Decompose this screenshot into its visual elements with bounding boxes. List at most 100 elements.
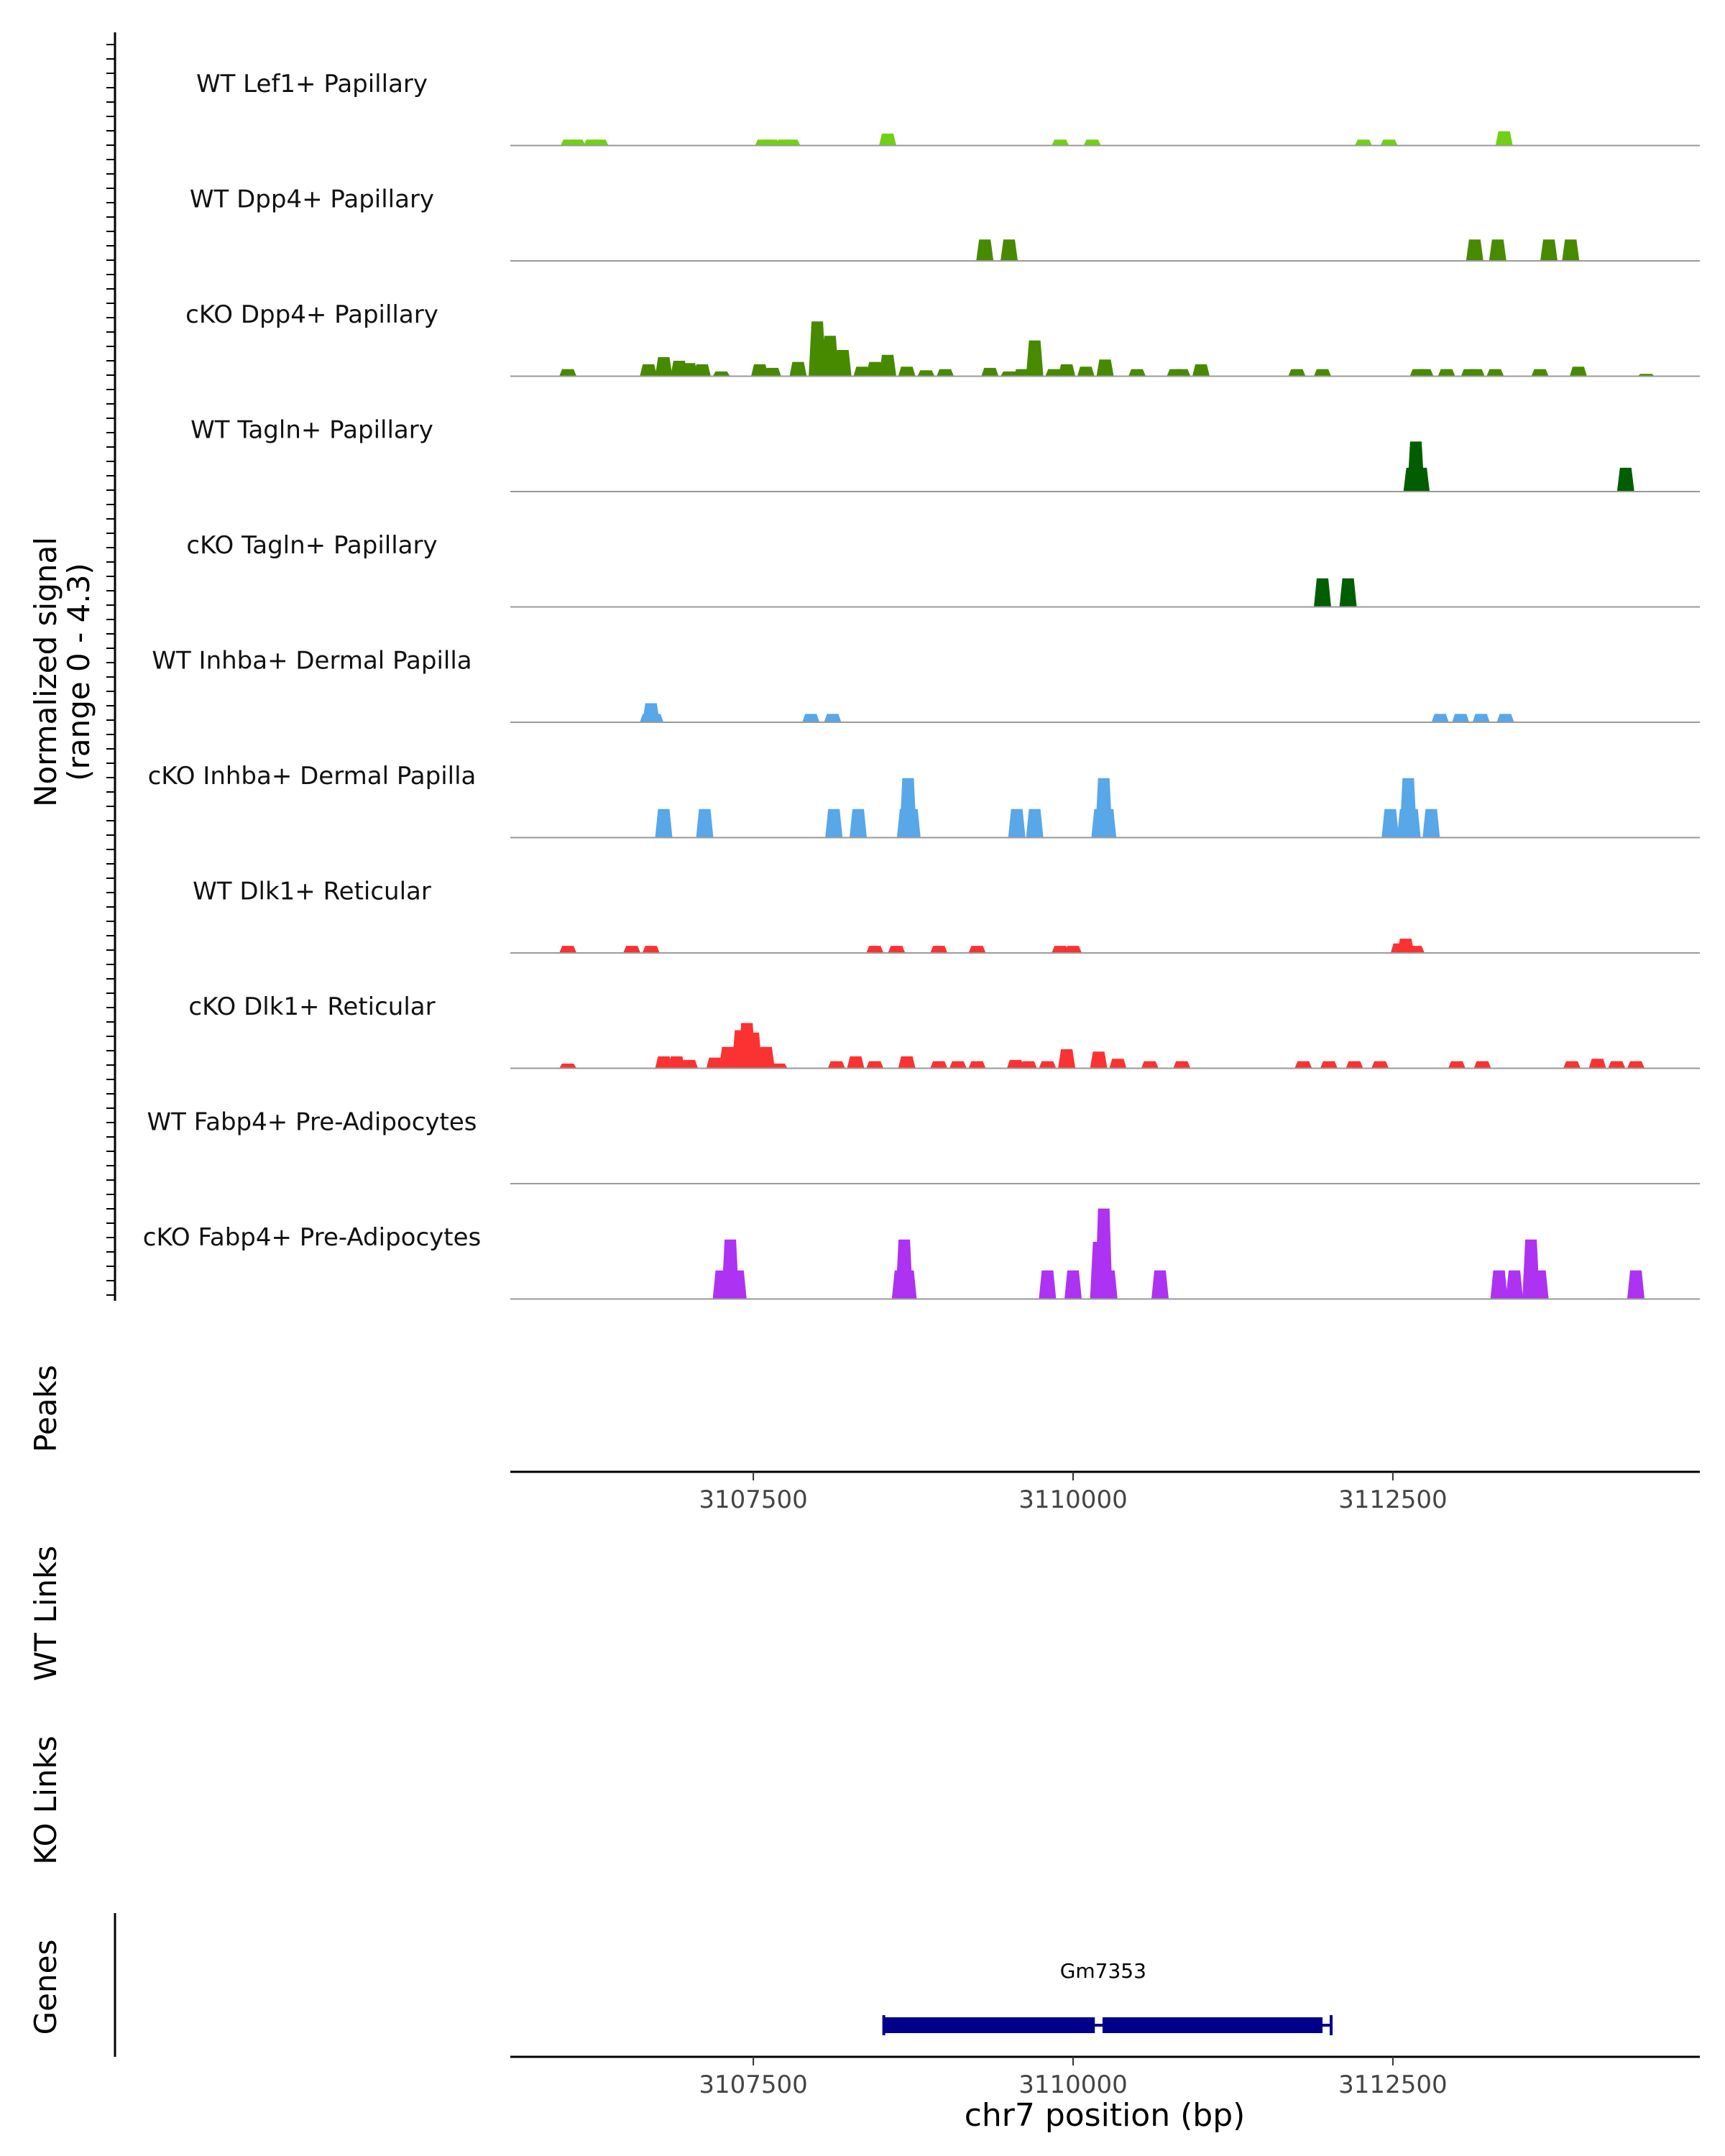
coverage-peak — [1008, 808, 1026, 838]
track-label: WT Dpp4+ Papillary — [190, 185, 434, 214]
x-tick-label: 3107500 — [699, 2070, 807, 2099]
coverage-peak — [809, 321, 827, 377]
coverage-peak — [763, 367, 781, 377]
coverage-peak — [1371, 1061, 1389, 1069]
coverage-peak — [757, 1046, 775, 1069]
coverage-peak — [1616, 467, 1634, 492]
track-label: WT Dlk1+ Reticular — [193, 877, 431, 906]
coverage-peak — [1531, 369, 1549, 377]
coverage-peak — [646, 714, 664, 722]
x-tick-label: 3110000 — [1018, 1485, 1127, 1514]
coverage-peak — [1006, 1059, 1024, 1069]
x-tick-label: 3112500 — [1338, 2070, 1447, 2099]
coverage-peak — [642, 946, 660, 953]
coverage-peak — [783, 139, 801, 146]
coverage-peak — [898, 1056, 916, 1069]
track-label: cKO Inhba+ Dermal Papilla — [148, 762, 477, 791]
coverage-peak — [591, 139, 609, 146]
coverage-peak — [1314, 369, 1331, 377]
coverage-peak — [1448, 1061, 1466, 1069]
coverage-peak — [1151, 1270, 1169, 1299]
coverage-peak — [853, 367, 871, 377]
track-label: WT Inhba+ Dermal Papilla — [152, 647, 472, 676]
coverage-peak — [1422, 808, 1440, 838]
x-tick-label: 3107500 — [699, 1485, 807, 1514]
coverage-peak — [1090, 1051, 1108, 1069]
coverage-peak — [1490, 1270, 1508, 1299]
coverage-peak — [899, 1270, 917, 1299]
coverage-peak — [1173, 1061, 1191, 1069]
coverage-peak — [1496, 714, 1514, 722]
coverage-peak — [981, 367, 999, 377]
coverage-peak — [1472, 714, 1490, 722]
coverage-peak — [745, 1032, 763, 1069]
x-tick-label: 3110000 — [1018, 2070, 1127, 2099]
coverage-peak — [1540, 239, 1558, 261]
x-tick-label: 3112500 — [1338, 1485, 1447, 1514]
coverage-peak — [1569, 367, 1587, 377]
track-label: cKO Dlk1+ Reticular — [188, 992, 435, 1021]
coverage-peak — [1173, 369, 1191, 377]
coverage-peak — [821, 336, 839, 377]
coverage-peak — [1045, 369, 1063, 377]
coverage-peak — [1416, 369, 1434, 377]
track-label: WT Tagln+ Papillary — [190, 416, 433, 445]
coverage-peak — [879, 133, 896, 146]
coverage-peak — [1052, 139, 1070, 146]
coverage-peak — [706, 1057, 724, 1069]
coverage-peak — [949, 1061, 967, 1069]
gene-exon — [883, 2017, 1095, 2033]
coverage-peak — [1288, 369, 1306, 377]
coverage-peak — [1019, 1061, 1037, 1069]
coverage-peak — [559, 946, 577, 953]
coverage-peak — [1109, 1059, 1127, 1069]
coverage-peak — [719, 1046, 737, 1069]
coverage-peak — [1412, 467, 1430, 492]
coverage-peak — [1452, 714, 1470, 722]
coverage-peak — [1039, 1270, 1057, 1299]
track-label: WT Fabp4+ Pre-Adipocytes — [147, 1108, 477, 1137]
gene-exon — [1102, 2017, 1323, 2033]
coverage-peak — [1026, 808, 1044, 838]
coverage-peak — [655, 1056, 673, 1069]
coverage-peak — [937, 369, 954, 377]
coverage-peak — [1294, 1061, 1312, 1069]
coverage-peak — [1608, 1061, 1626, 1069]
peaks-track-label: Peaks — [28, 1365, 63, 1452]
coverage-peak — [696, 808, 714, 838]
coverage-peak — [1128, 369, 1146, 377]
coverage-peak — [1473, 1061, 1491, 1069]
coverage-peak — [681, 363, 699, 377]
coverage-peak — [1466, 239, 1484, 261]
coverage-peak — [827, 1061, 845, 1069]
coverage-peak — [1438, 369, 1455, 377]
wt-links-track-label: WT Links — [28, 1546, 63, 1681]
coverage-peak — [802, 714, 820, 722]
coverage-peak — [623, 946, 641, 953]
coverage-peak — [866, 1061, 884, 1069]
coverage-peak — [1346, 1061, 1363, 1069]
track-label: WT Lef1+ Papillary — [196, 70, 428, 98]
coverage-peak — [1064, 1270, 1082, 1299]
gene-annotations: Gm7353 — [882, 1959, 1333, 2035]
coverage-peak — [568, 139, 586, 146]
coverage-peak — [976, 239, 994, 261]
coverage-peak — [930, 1061, 948, 1069]
coverage-peak — [1506, 1270, 1523, 1299]
coverage-peak — [559, 369, 577, 377]
coverage-peak — [1099, 808, 1117, 838]
coverage-peak — [1000, 371, 1018, 377]
coverage-peak — [847, 1056, 865, 1069]
coverage-peak — [1562, 239, 1580, 261]
coverage-peak — [1052, 946, 1070, 953]
coverage-peak — [1000, 239, 1018, 261]
coverage-peak — [1077, 367, 1095, 377]
track-label: cKO Dpp4+ Papillary — [185, 300, 438, 329]
coverage-peak — [640, 364, 658, 377]
coverage-peak — [1563, 1061, 1581, 1069]
coverage-peak — [825, 808, 843, 838]
coverage-peak — [712, 371, 730, 377]
coverage-peak — [1407, 946, 1425, 953]
coverage-peak — [1627, 1061, 1644, 1069]
